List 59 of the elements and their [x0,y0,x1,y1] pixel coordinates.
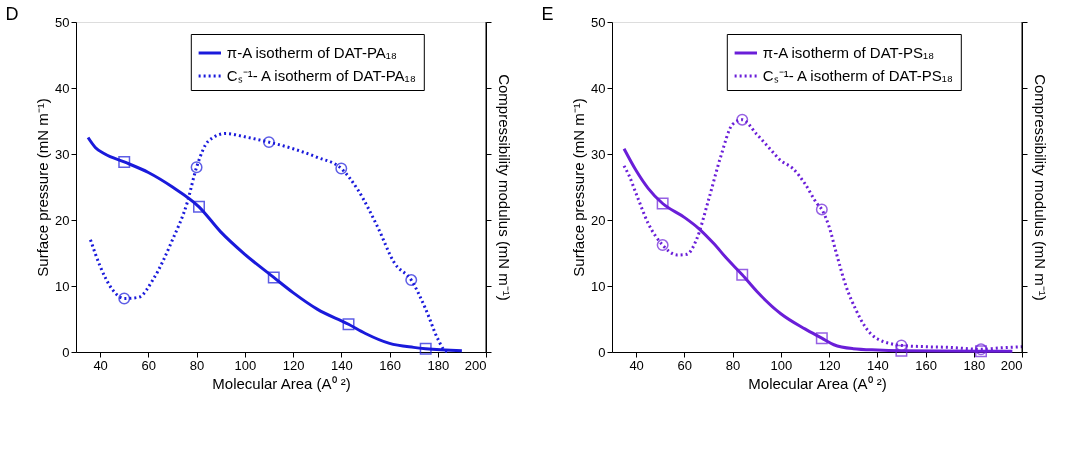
y-tick-label: 20 [55,212,70,228]
y-tick-label: 40 [591,80,606,96]
y-tick-label: 30 [591,146,606,162]
y-tick-label: 20 [591,212,606,228]
legend-label: Cₛ⁻¹- A isotherm of DAT-PA₁₈ [226,67,416,84]
x-tick-label: 160 [915,357,937,373]
chart-title: D [5,4,19,24]
point [736,113,749,126]
x-tick-label: 120 [818,357,841,373]
x-tick-label: 140 [866,357,889,373]
x-tick-label: 40 [93,357,108,373]
x-tick-label: 120 [282,357,305,373]
point [335,162,348,175]
y-axis-title: Surface pressure (mN m⁻¹) [34,98,52,277]
y2-axis-title: Compressibility modulus (mN m⁻¹) [496,74,513,301]
x-tick-label: 180 [963,357,986,373]
legend-label: π-A isotherm of DAT-PS₁₈ [762,44,935,61]
y2-axis-title: Compressibility modulus (mN m⁻¹) [1032,74,1049,301]
x-tick-label: 140 [330,357,353,373]
legend-label: Cₛ⁻¹- A isotherm of DAT-PS₁₈ [762,67,954,84]
y-tick-label: 0 [62,344,70,360]
x-axis-title: Molecular Area (A⁰ ²) [748,374,887,392]
point [118,292,131,305]
legend-label: π-A isotherm of DAT-PA₁₈ [226,44,398,61]
point [656,197,669,210]
x-tick-label: 160 [379,357,401,373]
point [405,274,418,287]
x-tick-label: 80 [725,357,741,373]
x-tick-label: 80 [189,357,205,373]
chart-title: E [541,4,554,24]
point [262,136,275,149]
x-axis-title: Molecular Area (A⁰ ²) [212,374,351,392]
point [895,344,908,357]
y-tick-label: 10 [591,278,606,294]
point [342,318,355,331]
point [267,271,280,284]
y-tick-label: 40 [55,80,70,96]
point [190,161,203,174]
point [193,200,205,213]
point [118,155,131,168]
x-tick-label: 60 [677,357,693,373]
point [419,342,432,355]
y-tick-label: 50 [591,14,606,30]
y-tick-label: 10 [55,278,70,294]
x-tick-label: 200 [1000,357,1023,373]
point [815,332,828,345]
y-tick-label: 0 [598,344,606,360]
y-tick-label: 50 [55,14,70,30]
x-tick-label: 100 [770,357,793,373]
y-tick-label: 30 [55,146,70,162]
y-axis-title: Surface pressure (mN m⁻¹) [570,98,588,277]
x-tick-label: 180 [427,357,450,373]
point [815,203,828,216]
x-tick-label: 200 [464,357,487,373]
point [656,239,669,252]
point [736,268,749,281]
x-tick-label: 60 [141,357,157,373]
x-tick-label: 100 [234,357,257,373]
x-tick-label: 40 [629,357,644,373]
